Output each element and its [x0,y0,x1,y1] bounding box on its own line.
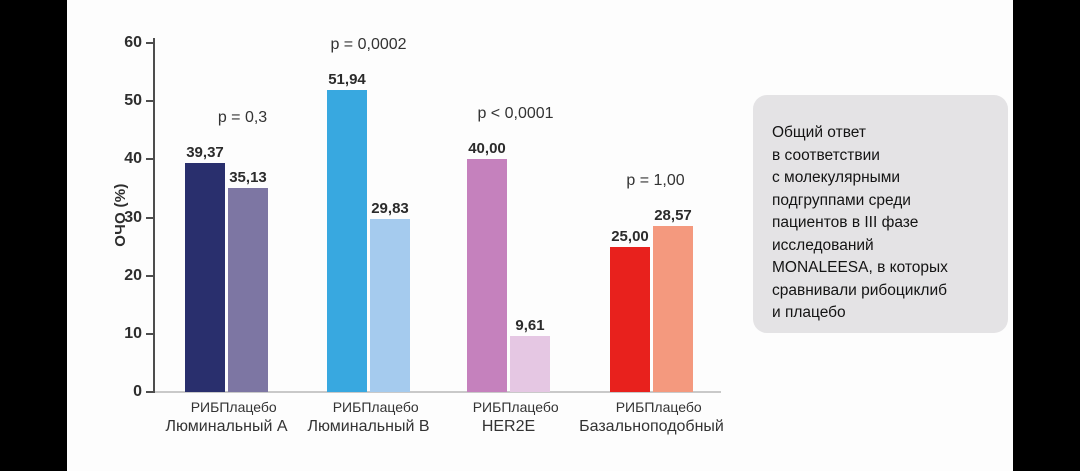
bar-value-label: 39,37 [186,144,224,161]
bar-group-2: 51,94 29,83 [327,43,410,392]
series-label-placebo: Плацебо [361,399,419,415]
bar-rib [185,163,225,392]
group-name-label: HER2E [481,418,536,435]
bar-placebo [370,218,410,392]
bar-group-3: 40,00 9,61 [467,43,550,392]
group-name-label: Люминальный B [307,418,430,435]
bar-placebo [228,187,268,392]
bar-placebo [510,336,550,392]
series-label-rib: РИБ [332,399,362,415]
bar-value-label: 35,13 [229,168,267,186]
series-label-rib: РИБ [190,399,220,415]
bar-column: 39,37 [185,144,225,392]
annotation-box: Общий ответ в соответствии с молекулярны… [753,95,1008,333]
left-letterbox-bar [0,0,67,471]
x-axis-line [155,391,721,393]
series-label-rib: РИБ [615,399,645,415]
group-name-label: Люминальный A [165,418,288,435]
y-tick [146,391,154,393]
bar-rib [610,246,650,392]
series-label-rib: РИБ [472,399,502,415]
bar-placebo [653,225,693,392]
series-label-placebo: Плацебо [644,399,702,415]
bar-column: 51,94 [327,71,367,392]
bar-value-label: 9,61 [515,317,545,335]
series-label-placebo: Плацебо [501,399,559,415]
bar-rib [327,89,367,392]
bar-column: 9,61 [510,317,550,392]
series-label-placebo: Плацебо [219,399,277,415]
y-axis-line [153,38,155,393]
y-tick-label: 40 [124,150,142,168]
bar-rib [467,159,507,392]
y-tick [146,274,154,277]
bar-value-label: 25,00 [611,227,649,245]
y-tick [146,42,154,44]
bar-column: 35,13 [228,169,268,392]
p-value-label: p = 1,00 [626,171,685,189]
p-value-label: p = 0,0002 [330,35,407,53]
y-tick [146,332,154,335]
bar-value-label: 51,94 [328,70,366,88]
y-tick-label: 50 [124,92,142,110]
y-tick-label: 60 [124,34,142,51]
bar-value-label: 28,57 [654,206,692,224]
bar-column: 40,00 [467,140,507,392]
bar-column: 29,83 [370,199,410,392]
bar-group-1: 39,37 35,13 [185,43,268,392]
y-tick [146,158,154,161]
bar-group-4: 25,00 28,57 [610,43,693,392]
bar-column: 25,00 [610,228,650,392]
y-tick-label: 0 [133,383,142,400]
group-name-label: Базальноподобный [579,418,724,435]
p-value-label: p < 0,0001 [477,105,554,123]
bar-value-label: 29,83 [371,199,409,217]
annotation-text: Общий ответ в соответствии с молекулярны… [772,124,948,321]
y-tick-label: 10 [124,324,142,342]
bar-value-label: 40,00 [468,140,506,158]
y-tick-label: 20 [124,266,142,284]
y-tick [146,100,154,103]
p-value-label: p = 0,3 [217,108,268,126]
right-letterbox-bar [1013,0,1080,471]
y-tick-label: 30 [124,208,142,226]
y-tick [146,216,154,219]
bar-column: 28,57 [653,207,693,392]
